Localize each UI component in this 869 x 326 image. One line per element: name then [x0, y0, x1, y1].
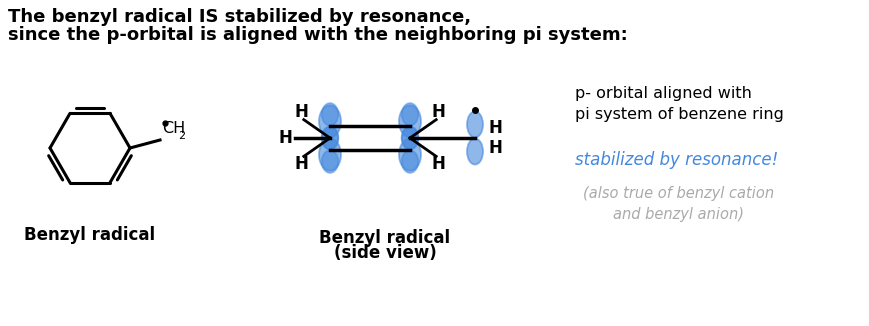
- Text: CH: CH: [162, 121, 185, 136]
- Ellipse shape: [322, 127, 338, 150]
- Text: stabilized by resonance!: stabilized by resonance!: [574, 151, 778, 169]
- Ellipse shape: [322, 103, 338, 126]
- Ellipse shape: [319, 105, 341, 137]
- Ellipse shape: [399, 105, 421, 137]
- Ellipse shape: [322, 126, 338, 149]
- Text: H: H: [488, 119, 502, 137]
- Text: 2: 2: [178, 131, 185, 141]
- Ellipse shape: [467, 139, 482, 165]
- Text: H: H: [278, 129, 292, 147]
- Ellipse shape: [401, 126, 418, 149]
- Ellipse shape: [401, 127, 418, 150]
- Text: H: H: [431, 156, 445, 173]
- Text: H: H: [488, 139, 502, 157]
- Text: Benzyl radical: Benzyl radical: [24, 226, 156, 244]
- Text: (side view): (side view): [333, 244, 436, 262]
- Ellipse shape: [401, 103, 418, 126]
- Ellipse shape: [401, 150, 418, 173]
- Text: H: H: [295, 156, 308, 173]
- Text: The benzyl radical IS stabilized by resonance,: The benzyl radical IS stabilized by reso…: [8, 8, 471, 26]
- Ellipse shape: [467, 111, 482, 138]
- Text: H: H: [431, 103, 445, 121]
- Text: H: H: [295, 103, 308, 121]
- Ellipse shape: [399, 139, 421, 170]
- Text: Benzyl radical: Benzyl radical: [319, 229, 450, 247]
- Text: since the p-orbital is aligned with the neighboring pi system:: since the p-orbital is aligned with the …: [8, 26, 627, 44]
- Ellipse shape: [322, 150, 338, 173]
- Ellipse shape: [319, 139, 341, 170]
- Text: (also true of benzyl cation
and benzyl anion): (also true of benzyl cation and benzyl a…: [582, 186, 773, 222]
- Text: p- orbital aligned with
pi system of benzene ring: p- orbital aligned with pi system of ben…: [574, 86, 783, 122]
